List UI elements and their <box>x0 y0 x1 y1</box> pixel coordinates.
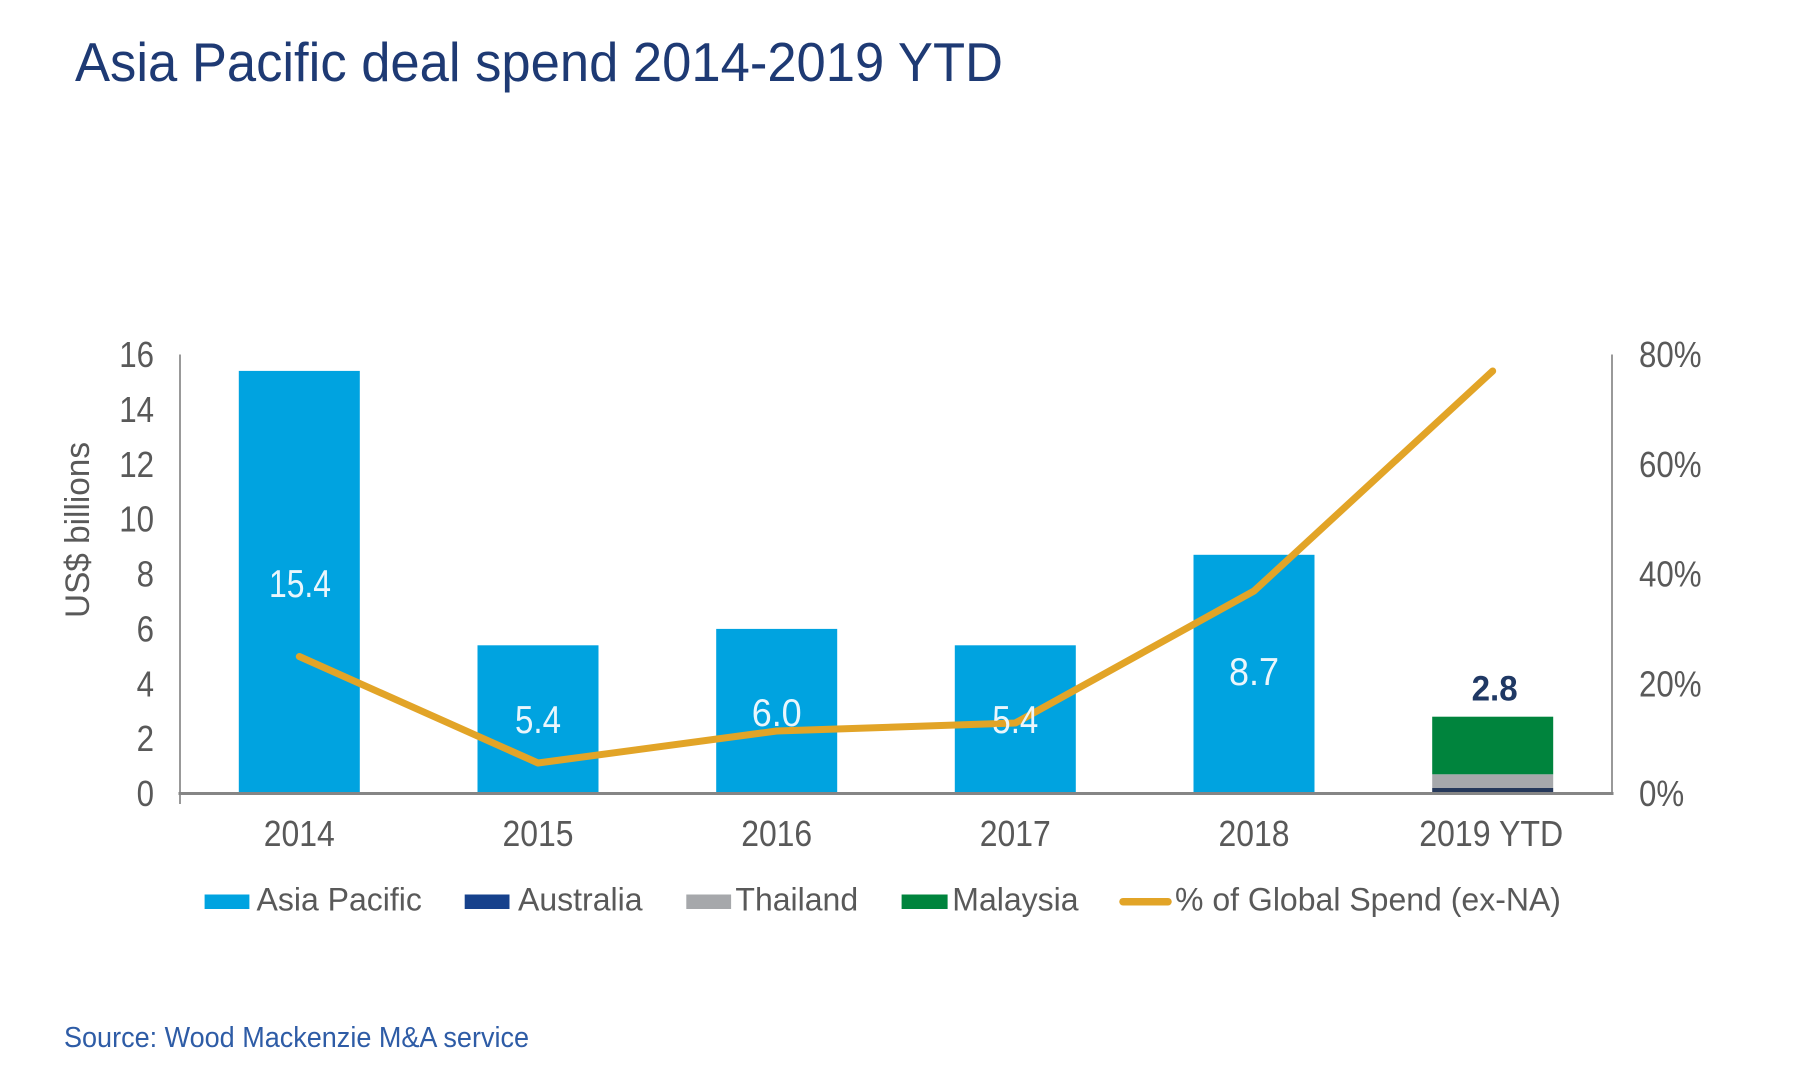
svg-text:5.4: 5.4 <box>515 699 561 742</box>
svg-text:2017: 2017 <box>980 813 1051 854</box>
svg-text:0%: 0% <box>1639 773 1684 814</box>
svg-text:8.7: 8.7 <box>1229 651 1279 694</box>
svg-text:6: 6 <box>137 608 154 649</box>
svg-text:2.8: 2.8 <box>1472 670 1518 709</box>
svg-text:14: 14 <box>119 389 154 430</box>
svg-text:2015: 2015 <box>503 813 574 854</box>
svg-text:Asia Pacific deal spend 2014-2: Asia Pacific deal spend 2014-2019 YTD <box>75 31 1003 93</box>
svg-text:8: 8 <box>137 554 154 595</box>
svg-text:6.0: 6.0 <box>752 692 802 735</box>
svg-text:5.4: 5.4 <box>992 699 1038 742</box>
svg-text:% of Global Spend (ex-NA): % of Global Spend (ex-NA) <box>1175 882 1561 918</box>
svg-text:US$ billions: US$ billions <box>59 442 97 618</box>
svg-text:2016: 2016 <box>741 813 812 854</box>
svg-text:15.4: 15.4 <box>269 563 331 606</box>
svg-text:2014: 2014 <box>264 813 335 854</box>
svg-text:16: 16 <box>119 334 154 375</box>
svg-text:4: 4 <box>137 663 154 704</box>
svg-text:20%: 20% <box>1639 663 1702 704</box>
svg-text:12: 12 <box>119 444 154 485</box>
svg-text:10: 10 <box>119 499 154 540</box>
svg-text:2: 2 <box>137 718 154 759</box>
svg-text:60%: 60% <box>1639 444 1702 485</box>
svg-text:2018: 2018 <box>1219 813 1290 854</box>
svg-text:2019 YTD: 2019 YTD <box>1419 813 1563 854</box>
svg-text:Malaysia: Malaysia <box>952 882 1078 918</box>
svg-text:Asia Pacific: Asia Pacific <box>257 882 422 918</box>
svg-text:Thailand: Thailand <box>735 882 858 918</box>
svg-text:0: 0 <box>137 773 154 814</box>
svg-text:40%: 40% <box>1639 554 1702 595</box>
svg-text:80%: 80% <box>1639 334 1702 375</box>
svg-text:Source: Wood Mackenzie M&A ser: Source: Wood Mackenzie M&A service <box>64 1022 529 1054</box>
svg-text:Australia: Australia <box>518 882 643 918</box>
